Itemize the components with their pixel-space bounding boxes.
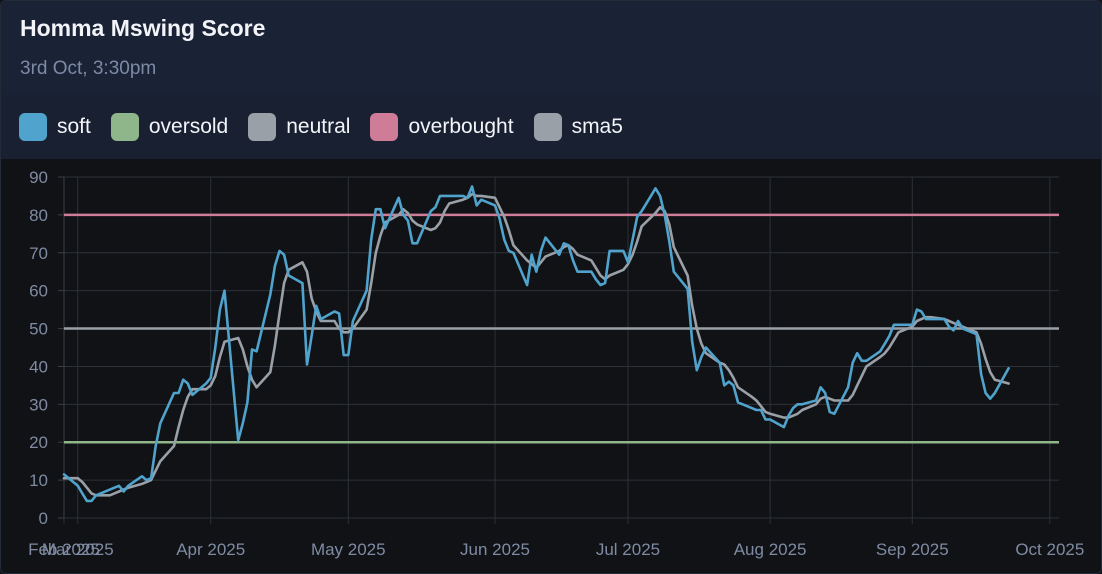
chart-legend: soft oversold neutral overbought sma5 [1,95,1101,159]
x-tick-label: Jun 2025 [460,540,530,559]
y-tick-label: 10 [29,471,48,490]
legend-label-soft: soft [57,115,91,138]
legend-label-overbought: overbought [408,115,514,138]
y-tick-label: 20 [29,433,48,452]
chart-timestamp: 3rd Oct, 3:30pm [20,58,157,79]
series-line-soft [62,185,1010,503]
legend-label-oversold: oversold [148,115,229,138]
legend-item-neutral[interactable]: neutral [248,113,350,141]
x-tick-label: Jul 2025 [596,540,660,559]
legend-item-soft[interactable]: soft [19,113,91,141]
legend-swatch-sma5 [533,113,562,141]
x-tick-label: May 2025 [311,540,386,559]
y-tick-label: 80 [29,206,48,225]
legend-label-sma5: sma5 [571,115,623,138]
x-tick-label: Aug 2025 [734,540,807,559]
legend-swatch-overbought [370,113,399,141]
x-tick-label: Sep 2025 [876,540,949,559]
legend-swatch-neutral [248,113,277,141]
y-tick-label: 50 [29,320,48,339]
x-tick-label: Apr 2025 [176,540,245,559]
x-tick-label: Oct 2025 [1015,540,1084,559]
plot-area[interactable]: 0 10 20 30 40 50 60 70 80 90 Feb 2025 Mar 2025 Apr 2… [1,159,1101,573]
x-tick-label: Mar 2025 [42,540,114,559]
y-tick-label: 30 [29,395,48,414]
y-tick-label: 0 [39,509,48,528]
legend-label-neutral: neutral [286,115,351,138]
legend-swatch-oversold [110,113,139,141]
card-header: Homma Mswing Score 3rd Oct, 3:30pm [1,1,1101,95]
series-line-sma5 [62,192,1010,497]
legend-item-oversold[interactable]: oversold [110,113,229,141]
y-tick-label: 70 [29,244,48,263]
legend-item-overbought[interactable]: overbought [370,113,514,141]
legend-item-sma5[interactable]: sma5 [533,113,623,141]
y-tick-label: 40 [29,357,48,376]
y-tick-label: 60 [29,282,48,301]
y-tick-label: 90 [29,168,48,187]
legend-swatch-soft [19,113,47,141]
chart-title: Homma Mswing Score [20,15,266,41]
x-tick-label: Feb 2025 [28,540,100,559]
